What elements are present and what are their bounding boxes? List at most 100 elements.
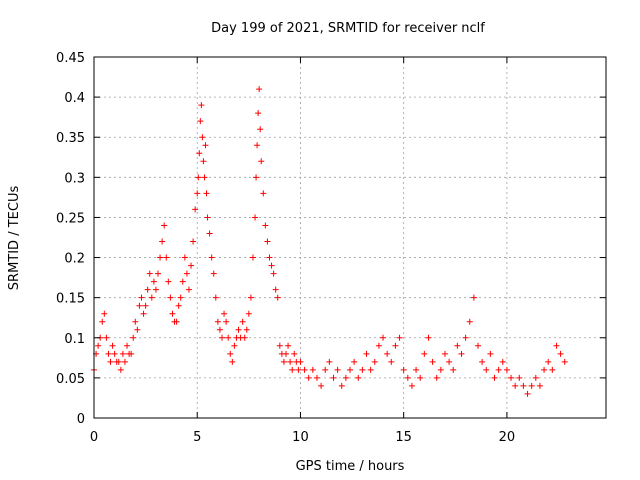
data-point xyxy=(524,390,531,397)
data-point xyxy=(380,334,387,341)
data-point xyxy=(103,334,110,341)
data-point xyxy=(134,326,141,333)
data-point xyxy=(192,206,199,213)
data-point xyxy=(313,374,320,381)
y-tick-label: 0.25 xyxy=(56,211,85,226)
data-point xyxy=(359,366,366,373)
y-tick-label: 0.45 xyxy=(56,51,85,66)
data-point xyxy=(450,366,457,373)
data-point xyxy=(375,342,382,349)
data-point xyxy=(274,294,281,301)
data-point xyxy=(309,366,316,373)
data-point xyxy=(111,350,118,357)
data-point xyxy=(148,294,155,301)
data-point xyxy=(115,358,122,365)
data-point xyxy=(155,270,161,277)
data-point xyxy=(183,270,190,277)
data-point xyxy=(295,366,302,373)
data-point xyxy=(255,110,262,117)
data-point xyxy=(254,142,261,149)
data-point xyxy=(462,334,469,341)
data-point xyxy=(351,358,358,365)
y-axis-label: SRMTID / TECUs xyxy=(7,186,22,291)
data-point xyxy=(235,326,242,333)
data-point xyxy=(190,238,197,245)
data-point xyxy=(289,366,296,373)
ticks-layer xyxy=(93,56,606,419)
data-point xyxy=(475,342,481,349)
data-point xyxy=(512,382,519,389)
x-tick-label: 20 xyxy=(499,430,516,445)
data-point xyxy=(225,334,232,341)
data-point xyxy=(165,278,172,285)
data-point xyxy=(396,334,403,341)
data-point xyxy=(458,350,465,357)
data-point xyxy=(392,342,399,349)
y-tick-labels: 0 0.05 0.1 0.15 0.2 0.25 0.3 0.35 0.4 0.45 xyxy=(56,51,85,427)
data-point xyxy=(283,350,289,357)
data-point xyxy=(347,366,353,373)
data-point xyxy=(388,358,395,365)
data-point xyxy=(214,318,221,325)
data-point xyxy=(175,302,182,309)
y-tick-label: 0 xyxy=(77,412,85,427)
data-point xyxy=(446,358,453,365)
data-point xyxy=(216,326,223,333)
data-point xyxy=(117,366,124,373)
data-point xyxy=(167,294,174,301)
chart-title: Day 199 of 2021, SRMTID for receiver ncl… xyxy=(211,21,485,36)
data-point xyxy=(99,318,106,325)
data-point xyxy=(413,366,420,373)
data-point xyxy=(291,350,298,357)
data-point xyxy=(454,342,461,349)
data-point xyxy=(173,318,180,325)
data-point xyxy=(264,238,271,245)
data-point xyxy=(266,254,273,261)
y-tick-label: 0.3 xyxy=(64,171,85,186)
data-point xyxy=(144,286,151,293)
data-point xyxy=(163,254,170,261)
data-point xyxy=(177,294,184,301)
data-point xyxy=(285,342,292,349)
data-point xyxy=(136,302,143,309)
data-point xyxy=(196,150,203,157)
data-point xyxy=(195,174,202,181)
data-point xyxy=(338,382,345,389)
data-point xyxy=(520,382,527,389)
data-point xyxy=(342,374,349,381)
data-point xyxy=(138,294,145,301)
data-point xyxy=(363,350,370,357)
data-point xyxy=(140,310,147,317)
data-point xyxy=(367,366,374,373)
x-tick-label: 10 xyxy=(292,430,309,445)
data-point xyxy=(330,374,337,381)
data-point xyxy=(503,366,510,373)
y-tick-label: 0.2 xyxy=(64,252,85,267)
data-point xyxy=(197,118,204,125)
data-point xyxy=(268,262,275,269)
data-point xyxy=(421,350,428,357)
data-point xyxy=(227,350,234,357)
data-point xyxy=(270,270,277,277)
data-point xyxy=(203,190,210,197)
data-point xyxy=(231,342,238,349)
data-point xyxy=(107,358,114,365)
data-point xyxy=(276,342,283,349)
x-axis-label: GPS time / hours xyxy=(296,459,405,474)
data-point xyxy=(499,358,506,365)
data-point xyxy=(400,366,407,373)
data-point xyxy=(297,358,304,365)
data-point xyxy=(249,254,256,261)
data-point xyxy=(371,358,378,365)
plot-frame xyxy=(93,56,607,419)
y-tick-label: 0.1 xyxy=(64,332,85,347)
data-point xyxy=(95,342,102,349)
x-tick-label: 5 xyxy=(193,430,201,445)
data-point xyxy=(508,374,515,381)
data-point xyxy=(545,358,552,365)
data-point xyxy=(243,326,250,333)
data-point xyxy=(466,318,473,325)
data-point xyxy=(487,350,494,357)
data-point xyxy=(425,334,432,341)
